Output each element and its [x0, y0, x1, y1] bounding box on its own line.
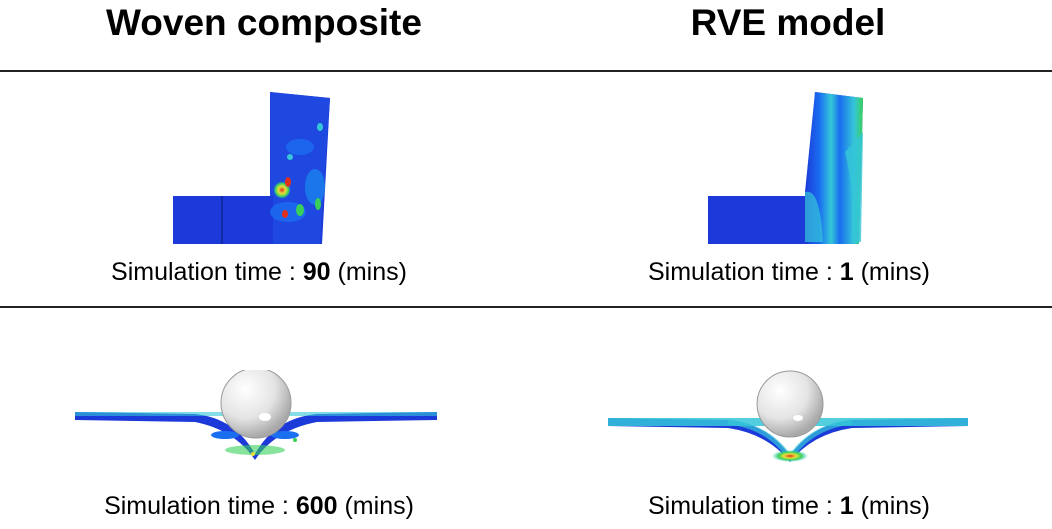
woven-lbracket-caption: Simulation time : 90 (mins): [111, 258, 407, 286]
rve-impact-simulation-image: [608, 370, 968, 463]
rve-model-title: RVE model: [690, 2, 886, 43]
woven-lbracket-simulation-image: [173, 92, 330, 244]
woven-impact-simulation-image: [75, 370, 437, 460]
rve-impact-caption: Simulation time : 1 (mins): [647, 492, 931, 520]
rve-lbracket-simulation-image: [708, 92, 863, 244]
rve-lbracket-caption: Simulation time : 1 (mins): [647, 258, 931, 286]
woven-composite-title: Woven composite: [106, 2, 422, 43]
woven-impact-caption: Simulation time : 600 (mins): [104, 492, 414, 520]
row-divider: [0, 306, 1052, 308]
header-divider: [0, 70, 1052, 72]
